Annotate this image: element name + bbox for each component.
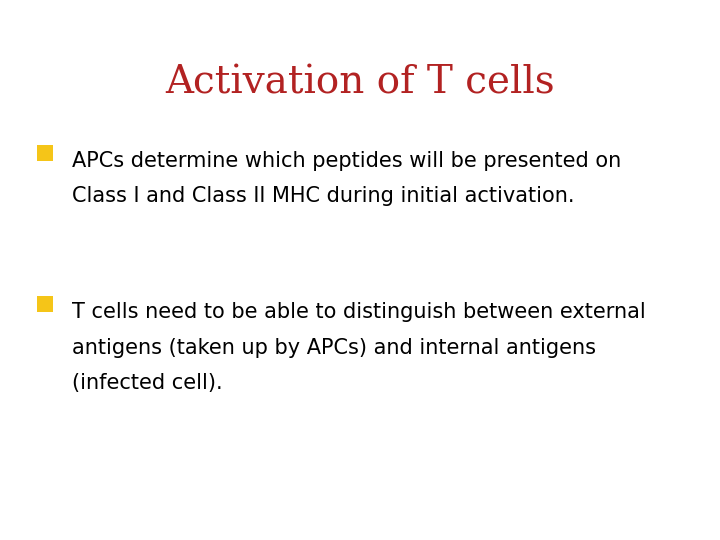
FancyBboxPatch shape bbox=[37, 145, 53, 161]
FancyBboxPatch shape bbox=[37, 296, 53, 312]
Text: Activation of T cells: Activation of T cells bbox=[165, 65, 555, 102]
Text: APCs determine which peptides will be presented on: APCs determine which peptides will be pr… bbox=[72, 151, 621, 171]
Text: Class I and Class II MHC during initial activation.: Class I and Class II MHC during initial … bbox=[72, 186, 575, 206]
Text: T cells need to be able to distinguish between external: T cells need to be able to distinguish b… bbox=[72, 302, 646, 322]
Text: antigens (taken up by APCs) and internal antigens: antigens (taken up by APCs) and internal… bbox=[72, 338, 596, 357]
Text: (infected cell).: (infected cell). bbox=[72, 373, 222, 393]
